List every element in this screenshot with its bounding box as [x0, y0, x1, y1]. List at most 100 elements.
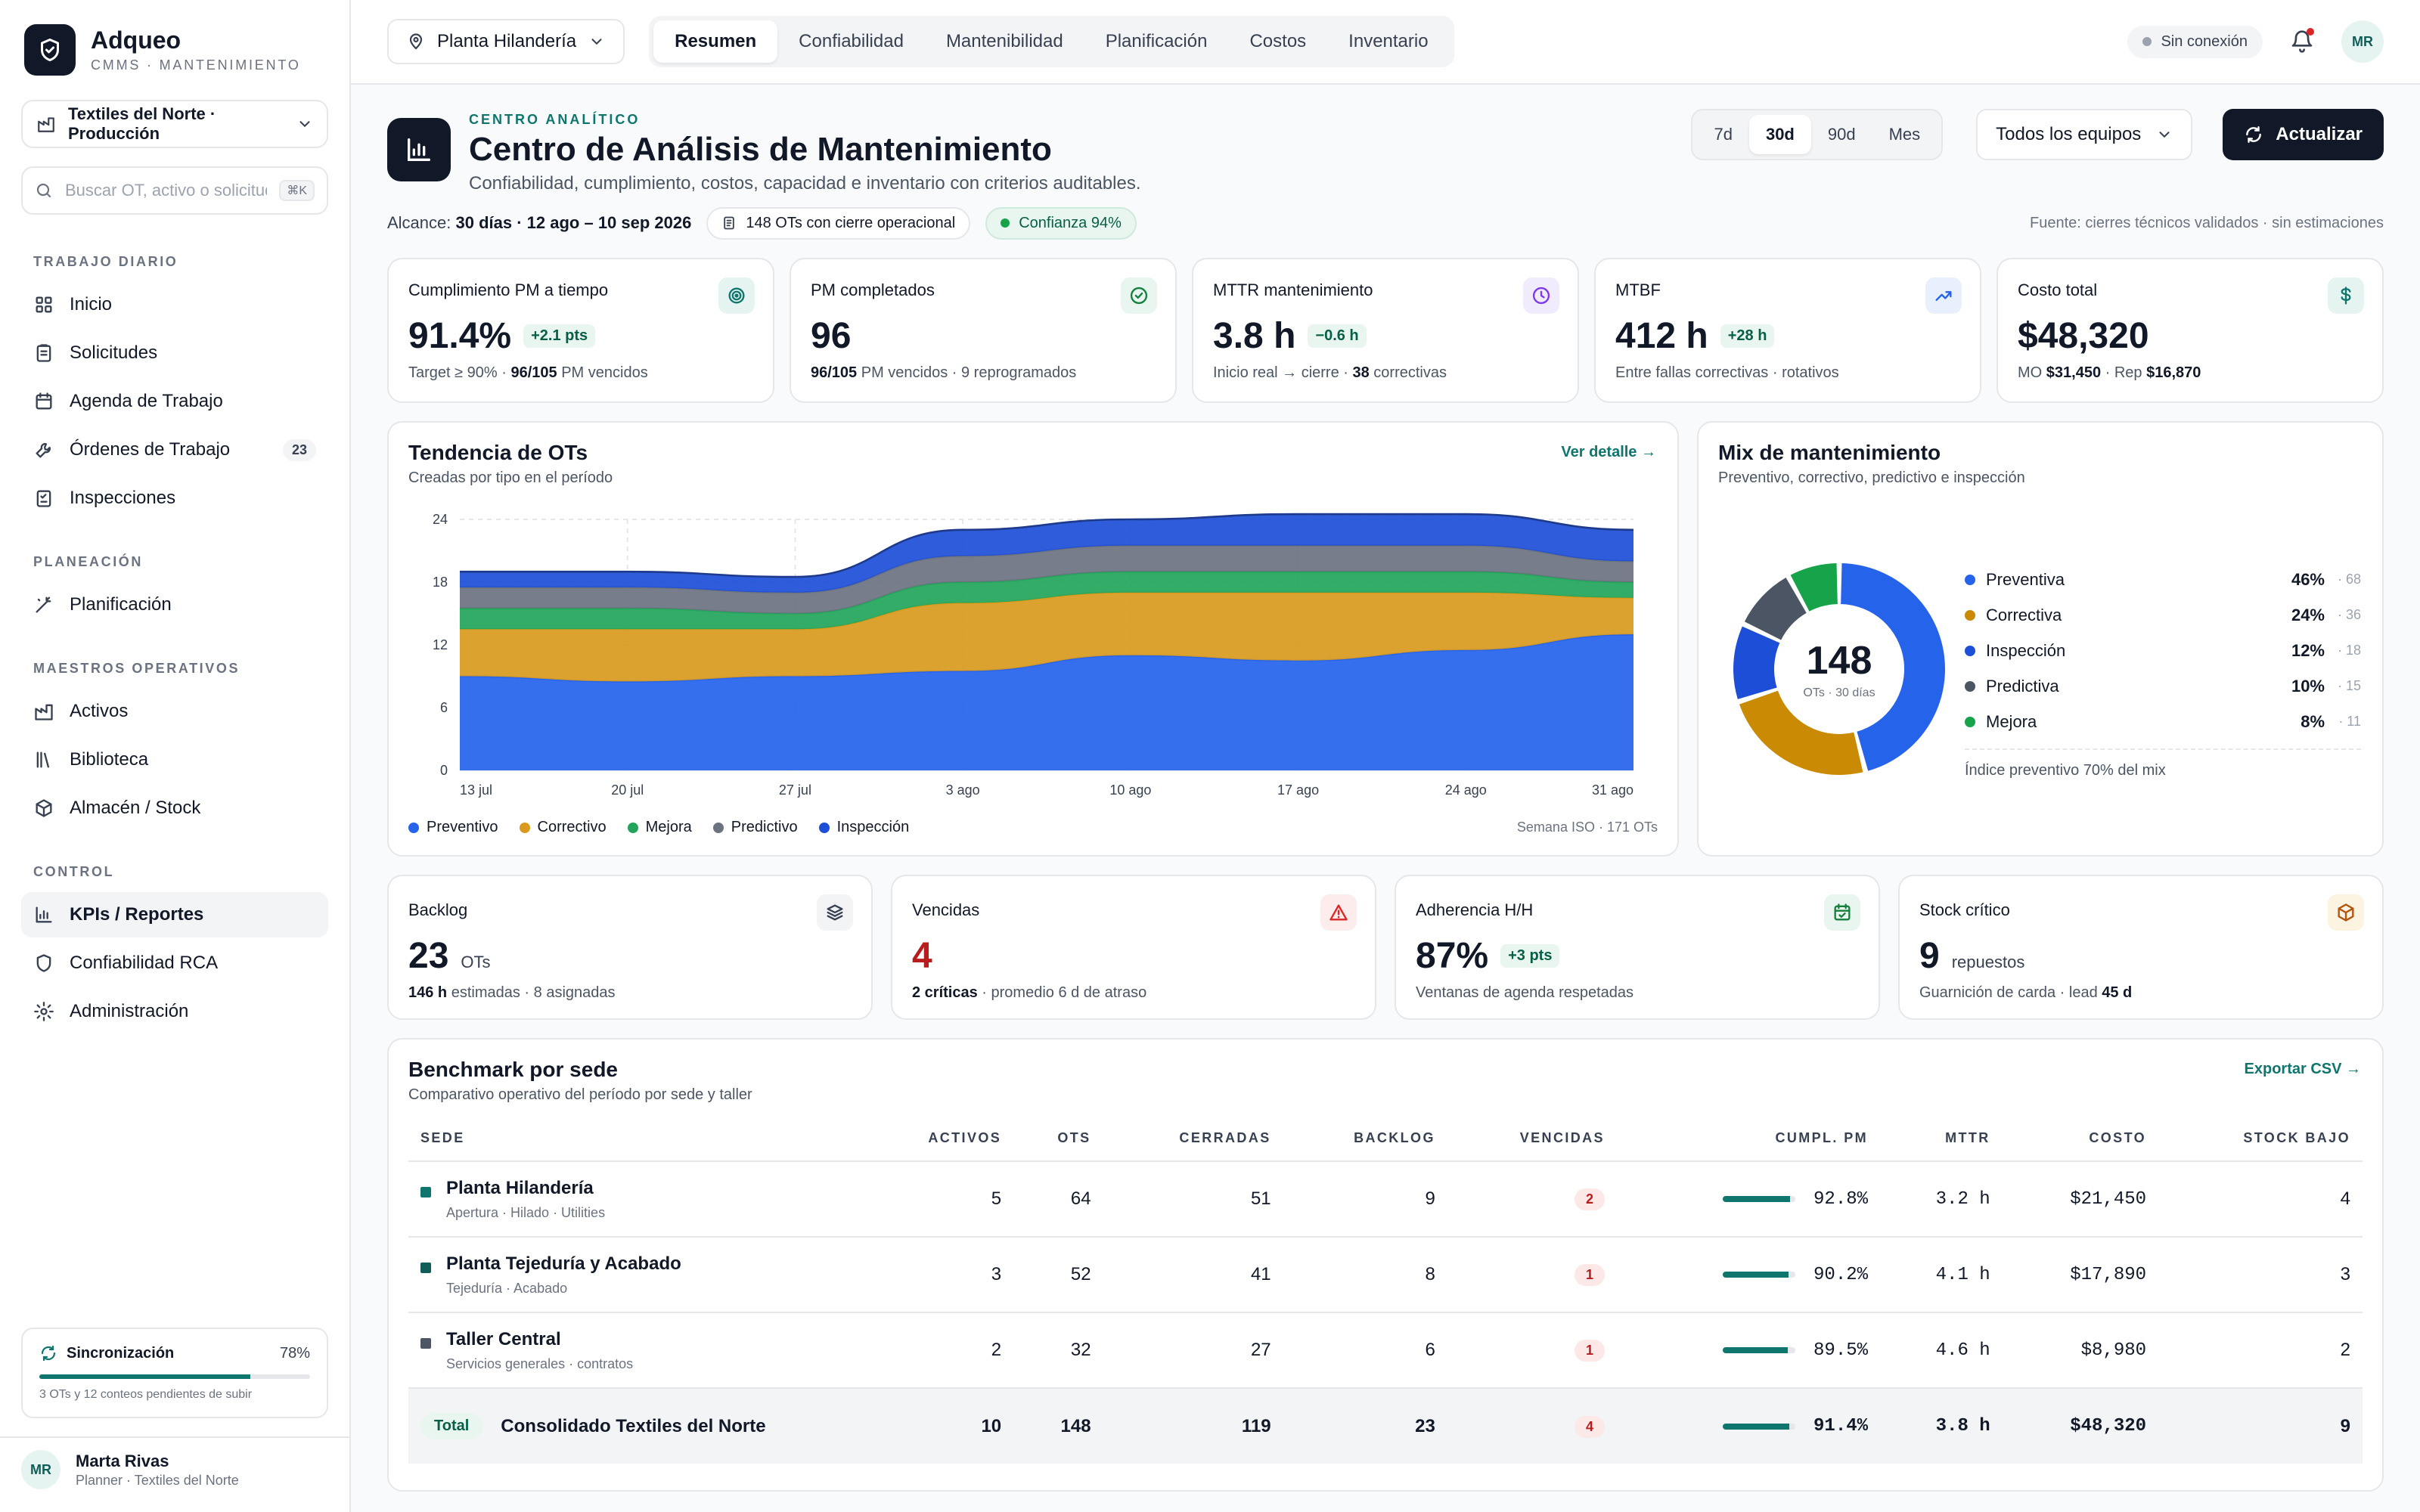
- mix-item: Correctiva 24% · 36: [1965, 597, 2361, 633]
- range-90d[interactable]: 90d: [1827, 125, 1856, 144]
- kpi-note-part: 96/105: [811, 364, 858, 381]
- sidebar-item-órdenes-de-trabajo[interactable]: Órdenes de Trabajo 23: [21, 427, 328, 472]
- export-csv-link[interactable]: Exportar CSV →: [2244, 1061, 2361, 1077]
- mix-item: Predictiva 10% · 15: [1965, 668, 2361, 704]
- mix-dot-icon: [1965, 716, 1975, 727]
- box-icon: [33, 798, 54, 819]
- ots-chip-label: 148 OTs con cierre operacional: [746, 214, 956, 231]
- sync-title: Sincronización: [67, 1344, 175, 1362]
- topbar-avatar[interactable]: MR: [2341, 20, 2384, 63]
- table-total-row[interactable]: Total Consolidado Textiles del Norte 10 148…: [408, 1388, 2363, 1464]
- sidebar-item-inspecciones[interactable]: Inspecciones: [21, 476, 328, 521]
- trend-legend: Preventivo Correctivo Mejora Predictivo Insp…: [408, 819, 1658, 836]
- bar-chart-icon: [33, 904, 54, 925]
- sidebar-nav: TRABAJO DIARIO Inicio Solicitudes Agenda de…: [0, 215, 349, 1037]
- connection-label: Sin conexión: [2161, 33, 2248, 50]
- chevron-down-icon: [2159, 132, 2170, 138]
- legend-label: Inspección: [836, 819, 910, 835]
- kpi-note: MO $31,450 · Rep $16,870: [2018, 364, 2363, 382]
- refresh-icon: [41, 1345, 56, 1362]
- kpi-value: 96: [811, 316, 852, 356]
- page-header: CENTRO ANALÍTICO Centro de Análisis de M…: [387, 109, 2384, 194]
- sync-percent: 78%: [279, 1344, 310, 1362]
- cell-stock-bajo: 4: [2158, 1161, 2363, 1238]
- cell-cumpl-pm: 90.2%: [1616, 1237, 1881, 1313]
- plant-select[interactable]: Planta Hilandería: [387, 19, 625, 64]
- range-mes[interactable]: Mes: [1888, 125, 1921, 144]
- mix-dot-icon: [1965, 645, 1975, 656]
- tab-costos[interactable]: Costos: [1249, 31, 1307, 51]
- tab-inventario[interactable]: Inventario: [1348, 31, 1429, 51]
- sync-progress-bar: [39, 1374, 310, 1379]
- mix-footer: Índice preventivo 70% del mix: [1965, 762, 2166, 779]
- tab-mantenibilidad[interactable]: Mantenibilidad: [945, 31, 1063, 51]
- pm-progress-bar: [1723, 1272, 1796, 1278]
- notifications-button[interactable]: [2287, 26, 2317, 57]
- offline-dot-icon: [2142, 37, 2152, 46]
- stat-value: 4: [912, 936, 932, 976]
- mix-item-count: · 68: [2337, 572, 2361, 587]
- tab-confiabilidad[interactable]: Confiabilidad: [799, 31, 904, 51]
- sidebar-item-activos[interactable]: Activos: [21, 689, 328, 734]
- sidebar-item-kpis-reportes[interactable]: KPIs / Reportes: [21, 892, 328, 937]
- table-row[interactable]: Planta Tejeduría y Acabado Tejeduría · Ac…: [408, 1237, 2363, 1313]
- stat-note-part: 146 h: [408, 984, 448, 1001]
- y-tick-label: 0: [440, 763, 448, 778]
- view-detail-link[interactable]: Ver detalle →: [1561, 444, 1656, 460]
- stat-note: 2 críticas · promedio 6 d de atraso: [912, 984, 1355, 1002]
- sidebar-item-agenda-de-trabajo[interactable]: Agenda de Trabajo: [21, 379, 328, 424]
- benchmark-card: Benchmark por sede Comparativo operativo…: [387, 1038, 2384, 1492]
- workspace-select[interactable]: Textiles del Norte · Producción: [21, 100, 328, 148]
- kpi-card: PM completados 96 96/105 PM vencidos · 9 r…: [790, 258, 1177, 403]
- sidebar-item-administración[interactable]: Administración: [21, 989, 328, 1034]
- tab-planificación[interactable]: Planificación: [1105, 31, 1208, 51]
- stat-note-part: Guarnición de carda · lead: [1919, 984, 2102, 1001]
- kpi-value: 412 h: [1615, 316, 1708, 356]
- sidebar-item-almacén-stock[interactable]: Almacén / Stock: [21, 785, 328, 831]
- chevron-down-icon: [591, 39, 602, 45]
- sync-note: 3 OTs y 12 conteos pendientes de subir: [39, 1388, 253, 1401]
- stat-note: Ventanas de agenda respetadas: [1416, 984, 1859, 1002]
- donut-slice-correctiva: [1739, 690, 1863, 775]
- sidebar-item-biblioteca[interactable]: Biblioteca: [21, 737, 328, 782]
- brand-name: Adqueo: [91, 26, 182, 54]
- sidebar-item-solicitudes[interactable]: Solicitudes: [21, 330, 328, 376]
- stat-note: 146 h estimadas · 8 asignadas: [408, 984, 852, 1002]
- cell-costo: $21,450: [2002, 1161, 2159, 1238]
- search-input[interactable]: [65, 181, 268, 200]
- stat-unit: OTs: [461, 953, 491, 971]
- sidebar-item-confiabilidad-rca[interactable]: Confiabilidad RCA: [21, 940, 328, 986]
- sidebar-item-label: Inspecciones: [70, 488, 176, 508]
- table-row[interactable]: Taller Central Servicios generales · cont…: [408, 1312, 2363, 1389]
- range-7d[interactable]: 7d: [1714, 125, 1733, 144]
- site-name: Consolidado Textiles del Norte: [501, 1415, 766, 1436]
- user-avatar: MR: [21, 1450, 60, 1489]
- refresh-button[interactable]: Actualizar: [2223, 109, 2384, 160]
- scope-value: 30 días · 12 ago – 10 sep 2026: [455, 213, 692, 232]
- nav-section-title: PLANEACIÓN: [33, 554, 144, 569]
- map-pin-icon: [409, 33, 423, 50]
- sidebar: Adqueo CMMS · MANTENIMIENTO Textiles del…: [0, 0, 351, 1512]
- pm-value: 91.4%: [1813, 1416, 1869, 1436]
- nav-section-title: CONTROL: [33, 864, 115, 879]
- pm-value: 92.8%: [1813, 1188, 1869, 1210]
- user-profile[interactable]: MR Marta Rivas Planner · Textiles del No…: [0, 1436, 349, 1501]
- cell-mttr: 4.6 h: [1880, 1312, 2003, 1389]
- wrench-icon: [33, 439, 54, 460]
- stat-label: Backlog: [408, 900, 468, 919]
- table-row[interactable]: Planta Hilandería Apertura · Hilado · Uti…: [408, 1161, 2363, 1238]
- stat-value: 23: [408, 936, 449, 976]
- nav-section-title: MAESTROS OPERATIVOS: [33, 661, 240, 676]
- stat-note: Guarnición de carda · lead 45 d: [1919, 984, 2363, 1002]
- kpi-note-part: $31,450: [2046, 364, 2102, 381]
- site-name: Planta Hilandería: [446, 1177, 594, 1198]
- sidebar-item-planificación[interactable]: Planificación: [21, 582, 328, 627]
- range-30d[interactable]: 30d: [1748, 115, 1811, 154]
- kpi-note: Entre fallas correctivas · rotativos: [1615, 364, 1960, 382]
- chevron-down-icon: [299, 121, 310, 128]
- stat-unit: repuestos: [1951, 953, 2025, 971]
- equipment-select[interactable]: Todos los equipos: [1976, 109, 2193, 160]
- sidebar-item-inicio[interactable]: Inicio: [21, 282, 328, 327]
- tab-resumen[interactable]: Resumen: [653, 20, 778, 63]
- site-name: Planta Tejeduría y Acabado: [446, 1253, 681, 1274]
